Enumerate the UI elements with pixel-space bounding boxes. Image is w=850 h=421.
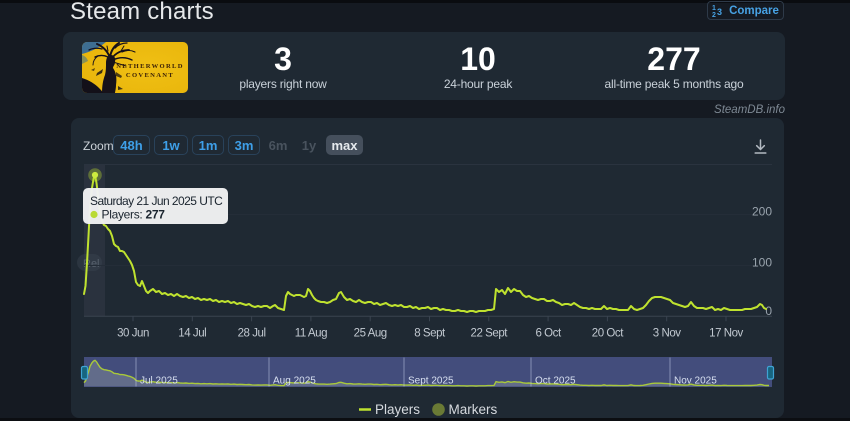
- svg-text:Players: 277: Players: 277: [102, 208, 166, 222]
- svg-text:22 Sept: 22 Sept: [471, 328, 509, 340]
- svg-text:3: 3: [717, 7, 722, 17]
- svg-text:Aug 2025: Aug 2025: [273, 376, 316, 387]
- svg-text:COVENANT: COVENANT: [126, 72, 174, 79]
- svg-text:6 Oct: 6 Oct: [535, 328, 561, 340]
- svg-text:Nov 2025: Nov 2025: [674, 376, 717, 387]
- svg-text:3 Nov: 3 Nov: [653, 328, 681, 340]
- svg-text:14 Jul: 14 Jul: [178, 328, 206, 340]
- svg-text:8 Sept: 8 Sept: [414, 328, 446, 340]
- svg-text:Oct 2025: Oct 2025: [535, 376, 576, 387]
- svg-text:30 Jun: 30 Jun: [117, 328, 149, 340]
- svg-text:20 Oct: 20 Oct: [592, 328, 624, 340]
- svg-text:0: 0: [765, 304, 772, 318]
- svg-text:Markers: Markers: [449, 402, 498, 417]
- svg-text:28 Jul: 28 Jul: [238, 328, 266, 340]
- svg-text:NETHERWORLD: NETHERWORLD: [116, 63, 184, 70]
- svg-text:200: 200: [752, 205, 772, 219]
- svg-text:100: 100: [752, 256, 772, 270]
- svg-text:Rel: Rel: [83, 258, 100, 270]
- svg-text:1: 1: [712, 5, 716, 12]
- svg-text:Saturday 21 Jun 2025 UTC: Saturday 21 Jun 2025 UTC: [90, 194, 223, 208]
- svg-text:17 Nov: 17 Nov: [709, 328, 743, 340]
- svg-text:Sept 2025: Sept 2025: [408, 376, 454, 387]
- svg-text:Players: Players: [375, 402, 420, 417]
- svg-text:Jul 2025: Jul 2025: [140, 376, 178, 387]
- svg-text:2: 2: [712, 12, 716, 17]
- svg-text:25 Aug: 25 Aug: [354, 328, 387, 340]
- svg-text:11 Aug: 11 Aug: [295, 328, 327, 340]
